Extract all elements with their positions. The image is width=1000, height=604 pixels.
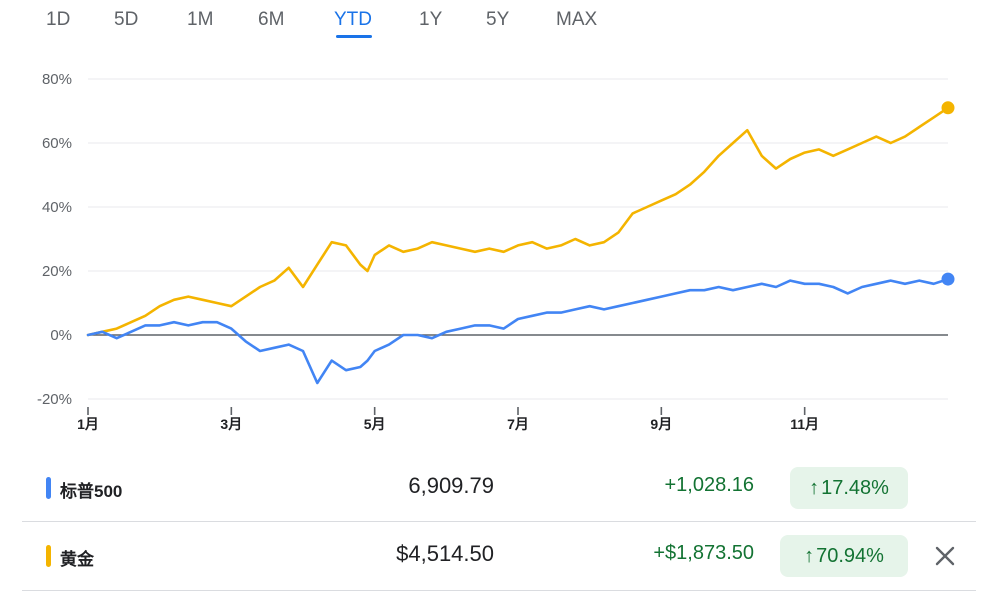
y-axis: 80% 60% 40% 20% 0% -20%	[37, 71, 72, 408]
close-icon[interactable]	[930, 541, 960, 571]
price-change: +1,028.16	[664, 474, 754, 496]
price-change: +$1,873.50	[653, 542, 754, 564]
y-tick-label: -20%	[37, 391, 72, 408]
y-tick-label: 60%	[42, 135, 72, 152]
tab-5d[interactable]: 5D	[114, 9, 139, 30]
x-tick-label: 11月	[790, 416, 819, 432]
x-axis: 1月 3月 5月 7月 9月 11月	[77, 407, 819, 432]
chart-series	[86, 101, 955, 385]
row-divider	[22, 590, 976, 591]
x-tick-label: 3月	[220, 416, 242, 432]
series-line-1	[86, 277, 950, 385]
series-color-swatch	[46, 477, 51, 499]
y-tick-label: 40%	[42, 199, 72, 216]
tab-5y[interactable]: 5Y	[486, 9, 510, 30]
percent-change-badge: ↑ 70.94%	[780, 535, 908, 577]
security-name: 黄金	[60, 550, 94, 569]
up-arrow-icon: ↑	[809, 477, 820, 499]
tab-max[interactable]: MAX	[556, 9, 598, 30]
security-price: $4,514.50	[396, 541, 494, 566]
series-end-point-0	[941, 101, 955, 115]
security-price: 6,909.79	[408, 473, 494, 498]
percent-change: 70.94%	[816, 545, 884, 567]
x-tick-label: 5月	[364, 416, 386, 432]
x-tick-label: 7月	[507, 416, 529, 432]
y-tick-label: 20%	[42, 263, 72, 280]
x-tick-label: 9月	[650, 416, 672, 432]
series-end-point-1	[941, 272, 955, 286]
y-tick-label: 80%	[42, 71, 72, 88]
series-line-0	[86, 106, 950, 337]
tab-1y[interactable]: 1Y	[419, 9, 443, 30]
tab-6m[interactable]: 6M	[258, 9, 285, 30]
comparison-row-gold[interactable]: 黄金 $4,514.50 +$1,873.50 ↑ 70.94%	[22, 524, 976, 588]
chart-grid	[88, 78, 948, 400]
comparison-row-sp500[interactable]: 标普500 6,909.79 +1,028.16 ↑ 17.48%	[22, 456, 976, 520]
tab-ytd[interactable]: YTD	[334, 9, 372, 30]
tab-1d[interactable]: 1D	[46, 9, 71, 30]
security-name: 标普500	[60, 482, 123, 501]
x-tick-label: 1月	[77, 416, 99, 432]
series-color-swatch	[46, 545, 51, 567]
time-range-tabs: 1D 5D 1M 6M YTD 1Y 5Y MAX	[0, 0, 1000, 44]
up-arrow-icon: ↑	[804, 545, 815, 567]
y-tick-label: 0%	[50, 327, 72, 344]
row-divider	[22, 521, 976, 522]
tab-1m[interactable]: 1M	[187, 9, 214, 30]
active-tab-indicator	[336, 35, 372, 38]
performance-chart[interactable]: 80% 60% 40% 20% 0% -20% 1月 3月 5月 7月 9月 11月	[0, 44, 1000, 438]
percent-change: 17.48%	[821, 477, 889, 499]
percent-change-badge: ↑ 17.48%	[790, 467, 908, 509]
